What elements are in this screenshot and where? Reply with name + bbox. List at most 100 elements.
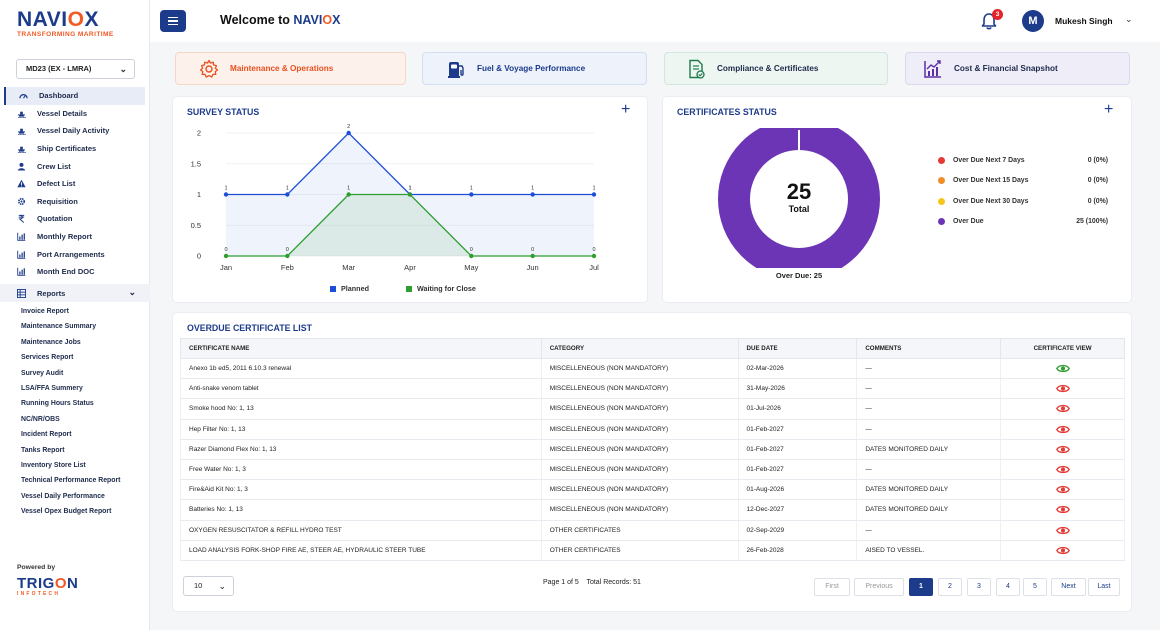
page-3-button[interactable]: 3 [967,578,991,596]
data-point-planned[interactable] [346,130,351,136]
tab-compliance-certificates[interactable]: Compliance & Certificates [664,52,888,85]
eye-icon[interactable] [1055,364,1070,373]
certificates-donut-chart[interactable] [714,128,884,268]
report-link-lsa-ffa-summery[interactable]: LSA/FFA Summery [21,384,83,392]
sidebar-item-ship-certificates[interactable]: Ship Certificates [0,140,150,158]
sidebar-item-dashboard[interactable]: Dashboard [4,87,145,105]
eye-icon[interactable] [1055,384,1070,393]
tab-fuel-voyage-performance[interactable]: Fuel & Voyage Performance [422,52,647,85]
eye-icon[interactable] [1055,445,1070,454]
eye-icon[interactable] [1055,465,1070,474]
column-header-certificate-view[interactable]: CERTIFICATE VIEW [1000,338,1125,359]
legend-item-over-due-next-7-days[interactable]: Over Due Next 7 Days 0 (0%) [938,150,1108,171]
avatar[interactable]: M [1022,10,1044,32]
data-point-waiting-for-close[interactable] [530,253,535,259]
sidebar-item-quotation[interactable]: Quotation [0,210,150,228]
data-point-waiting-for-close[interactable] [407,192,413,197]
eye-icon[interactable] [1055,404,1070,413]
data-point-waiting-for-close[interactable] [346,192,351,197]
report-link-services-report[interactable]: Services Report [21,354,74,362]
report-link-technical-performance-report[interactable]: Technical Performance Report [21,477,121,485]
page-4-button[interactable]: 4 [996,578,1020,596]
legend-item-planned[interactable]: Planned [330,284,369,293]
report-link-nc-nr-obs[interactable]: NC/NR/OBS [21,415,60,423]
page-1-button[interactable]: 1 [909,578,933,596]
next-page-button[interactable]: Next [1051,578,1086,596]
page-2-button[interactable]: 2 [938,578,962,596]
table-icon [17,288,26,298]
table-row[interactable]: LOAD ANALYSIS FORK-SHOP FIRE AE, STEER A… [180,540,1125,561]
chevron-down-icon[interactable]: ⌄ [1125,14,1133,24]
sidebar-item-monthly-report[interactable]: Monthly Report [0,228,150,246]
report-link-survey-audit[interactable]: Survey Audit [21,369,64,377]
report-link-running-hours-status[interactable]: Running Hours Status [21,400,94,408]
data-point-waiting-for-close[interactable] [285,253,290,259]
add-certificate-plus-icon[interactable]: + [1104,101,1114,118]
column-header-category[interactable]: CATEGORY [540,338,739,359]
report-link-vessel-opex-budget-report[interactable]: Vessel Opex Budget Report [21,508,112,516]
report-link-tanks-report[interactable]: Tanks Report [21,446,65,454]
sidebar-item-month-end-doc[interactable]: Month End DOC [0,263,150,281]
menu-toggle-button[interactable] [160,10,186,32]
first-page-button[interactable]: First [814,578,850,596]
table-row[interactable]: OXYGEN RESUSCITATOR & REFILL HYDRO TEST O… [180,520,1125,541]
sidebar-item-label: Ship Certificates [37,144,97,154]
report-link-vessel-daily-performance[interactable]: Vessel Daily Performance [21,492,105,500]
report-link-incident-report[interactable]: Incident Report [21,431,72,439]
eye-icon[interactable] [1055,526,1070,535]
report-link-invoice-report[interactable]: Invoice Report [21,308,69,315]
data-label-waiting-for-close: 0 [286,247,289,253]
tab-maintenance-operations[interactable]: Maintenance & Operations [175,52,406,85]
table-row[interactable]: Hep Filter No: 1, 13 MISCELLENEOUS (NON M… [180,419,1125,440]
legend-item-over-due-next-30-days[interactable]: Over Due Next 30 Days 0 (0%) [938,191,1108,212]
report-link-maintenance-jobs[interactable]: Maintenance Jobs [21,338,81,346]
data-point-planned[interactable] [530,192,535,197]
data-point-waiting-for-close[interactable] [223,253,229,259]
legend-item-waiting-for-close[interactable]: Waiting for Close [406,284,476,293]
table-row[interactable]: Batteries No: 1, 13 MISCELLENEOUS (NON MA… [180,499,1125,521]
eye-icon[interactable] [1055,425,1070,434]
data-point-waiting-for-close[interactable] [591,253,597,259]
user-name[interactable]: Mukesh Singh [1055,16,1113,26]
table-row[interactable]: Anexo 1b ed5, 2011 6.10.3 renewal MISCELL… [180,358,1125,380]
data-point-planned[interactable] [469,192,474,197]
report-link-inventory-store-list[interactable]: Inventory Store List [21,461,86,469]
data-point-planned[interactable] [285,192,290,197]
data-point-planned[interactable] [223,192,229,197]
table-row[interactable]: Smoke hood No: 1, 13 MISCELLENEOUS (NON M… [180,398,1125,420]
page-5-button[interactable]: 5 [1023,578,1047,596]
table-row[interactable]: Anti-snake venom tablet MISCELLENEOUS (NO… [180,378,1125,400]
legend-item-over-due-next-15-days[interactable]: Over Due Next 15 Days 0 (0%) [938,171,1108,192]
table-row[interactable]: Free Water No: 1, 3 MISCELLENEOUS (NON MA… [180,459,1125,481]
sidebar-item-vessel-details[interactable]: Vessel Details [0,105,150,123]
sidebar-item-crew-list[interactable]: Crew List [0,157,150,175]
data-point-waiting-for-close[interactable] [469,253,474,259]
eye-icon[interactable] [1055,546,1070,555]
column-header-certificate-name[interactable]: CERTIFICATE NAME [180,338,542,359]
column-header-comments[interactable]: COMMENTS [856,338,1002,359]
cell-comments: — [856,378,1002,400]
column-header-due-date[interactable]: DUE DATE [737,338,858,359]
naviox-logo[interactable]: NAVIOX TRANSFORMING MARITIME [17,9,114,39]
sidebar-item-defect-list[interactable]: Defect List [0,175,150,193]
vessel-select[interactable]: MD23 (EX - LMRA) ⌄ [16,59,135,79]
tab-cost-financial-snapshot[interactable]: Cost & Financial Snapshot [905,52,1130,85]
report-link-maintenance-summary[interactable]: Maintenance Summary [21,323,97,331]
sidebar-item-vessel-daily-activity[interactable]: Vessel Daily Activity [0,122,150,140]
bar-chart-icon [17,232,26,241]
cell-due-date: 02-Mar-2026 [737,358,858,380]
last-page-button[interactable]: Last [1088,578,1120,596]
sidebar-item-port-arrangements[interactable]: Port Arrangements [0,245,150,263]
data-point-planned[interactable] [591,192,597,197]
eye-icon[interactable] [1055,505,1070,514]
page-size-select[interactable]: 10 ⌄ [183,576,234,596]
add-survey-plus-icon[interactable]: + [621,101,631,118]
sidebar-item-reports[interactable]: Reports ⌄ [0,284,150,302]
legend-item-over-due[interactable]: Over Due 25 (100%) [938,212,1108,233]
previous-page-button[interactable]: Previous [854,578,904,596]
table-row[interactable]: Fire&Aid Kit No: 1, 3 MISCELLENEOUS (NON … [180,479,1125,501]
eye-icon[interactable] [1055,485,1070,494]
sidebar-item-requisition[interactable]: Requisition [0,193,150,211]
cell-category: MISCELLENEOUS (NON MANDATORY) [540,378,739,400]
table-row[interactable]: Razer Diamond Flex No: 1, 13 MISCELLENEOU… [180,439,1125,460]
